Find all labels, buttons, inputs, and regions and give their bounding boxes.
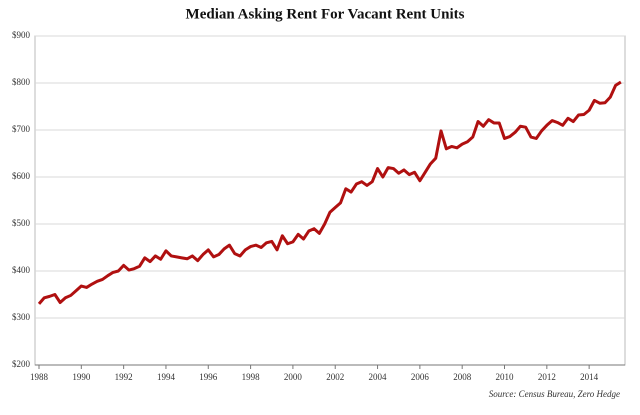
x-tick-label: 2000: [284, 372, 303, 382]
source-note: Source: Census Bureau, Zero Hedge: [489, 389, 620, 399]
x-tick-label: 1990: [72, 372, 91, 382]
x-tick-label: 1994: [157, 372, 176, 382]
y-tick-label: $600: [12, 171, 31, 181]
x-tick-label: 1988: [30, 372, 49, 382]
x-tick-label: 2002: [326, 372, 344, 382]
x-tick-label: 1992: [115, 372, 133, 382]
y-tick-label: $800: [12, 77, 31, 87]
x-tick-label: 2012: [538, 372, 556, 382]
chart-title: Median Asking Rent For Vacant Rent Units: [186, 6, 465, 22]
y-tick-label: $400: [12, 265, 31, 275]
y-tick-label: $700: [12, 124, 31, 134]
x-tick-label: 2008: [453, 372, 472, 382]
x-tick-label: 2010: [496, 372, 515, 382]
line-series: [37, 80, 622, 305]
y-tick-label: $200: [12, 359, 31, 369]
x-tick-label: 2004: [369, 372, 388, 382]
x-tick-label: 2014: [580, 372, 599, 382]
y-tick-label: $500: [12, 218, 31, 228]
plot-frame: [34, 35, 626, 366]
y-tick-label: $300: [12, 312, 31, 322]
x-tick-label: 1998: [242, 372, 261, 382]
x-tick-label: 1996: [199, 372, 218, 382]
x-tick-label: 2006: [411, 372, 430, 382]
y-tick-label: $900: [12, 30, 31, 40]
